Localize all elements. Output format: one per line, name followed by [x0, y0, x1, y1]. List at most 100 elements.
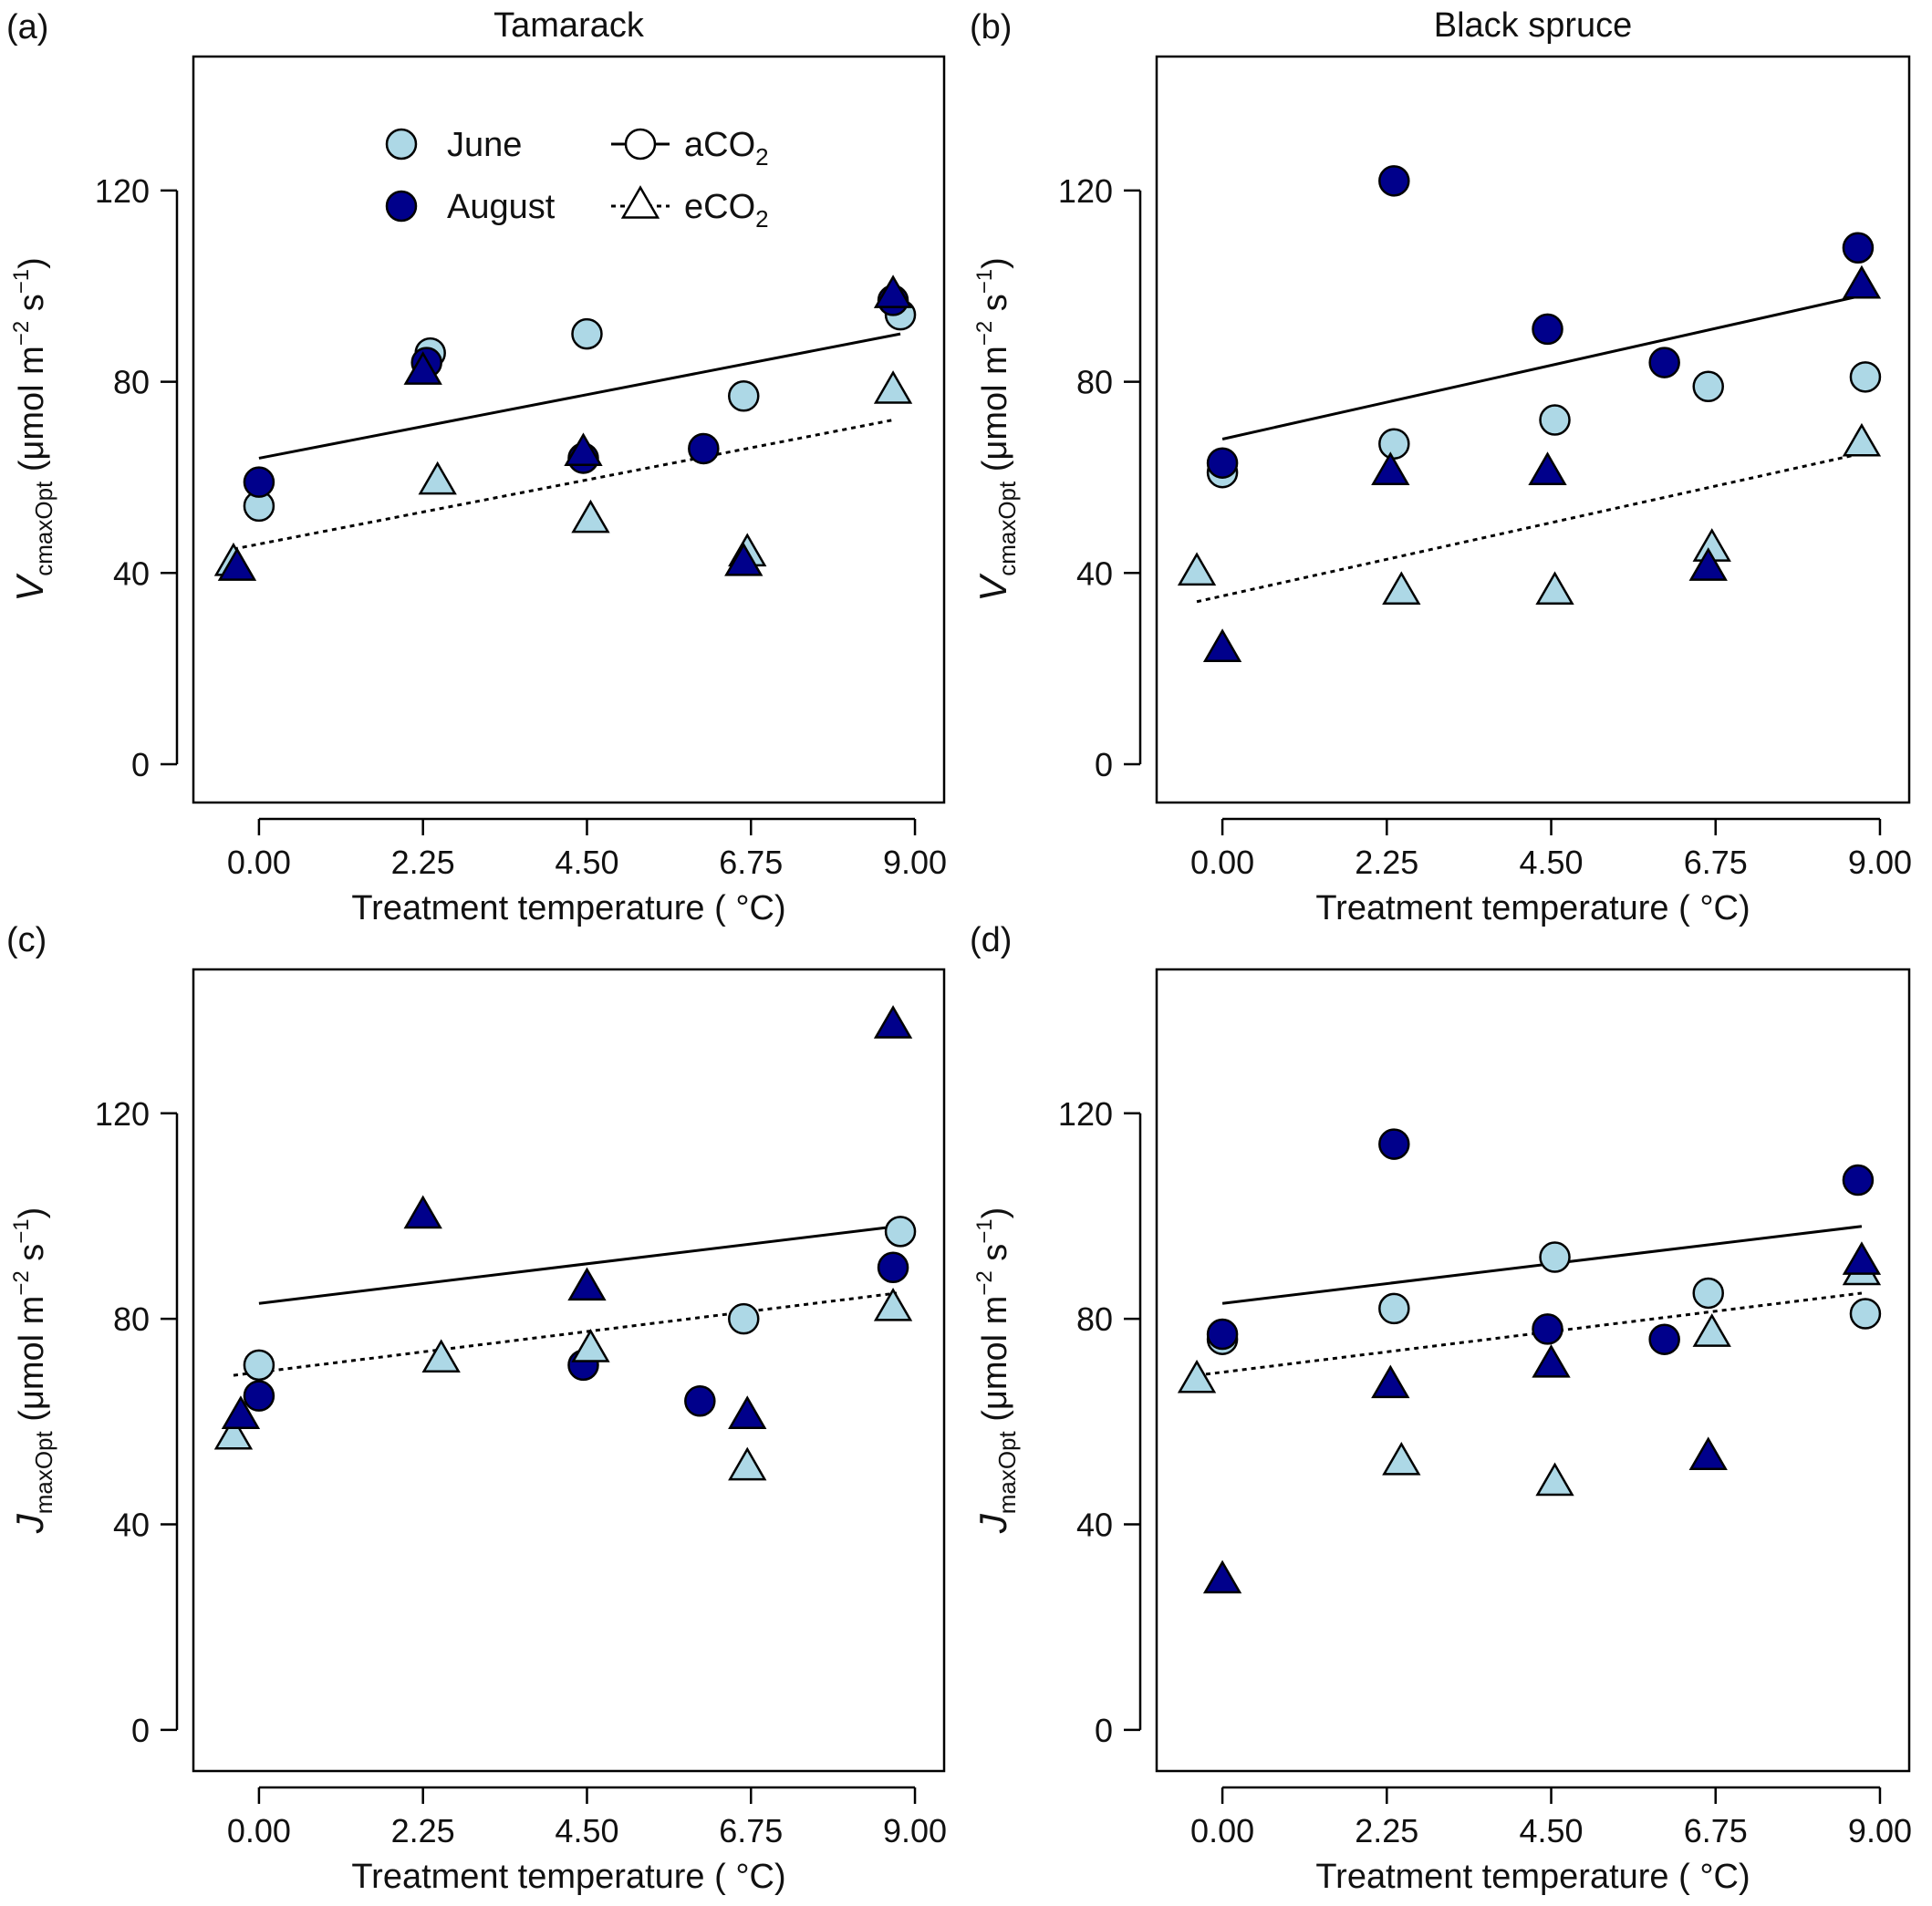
x-tick-label: 4.50: [555, 844, 618, 881]
june-aco2-point: [1539, 1241, 1571, 1273]
y-axis-label: JmaxOpt (μmol m−2 s−1): [8, 1207, 57, 1535]
august-eco2-point: [221, 1395, 261, 1429]
june-aco2-point: [571, 317, 603, 350]
june-aco2-point: [1539, 404, 1571, 436]
june-aco2-point: [884, 1216, 917, 1248]
y-tick-label: 120: [1058, 172, 1113, 210]
plot-frame: [192, 55, 946, 804]
x-tick-label: 4.50: [555, 1812, 618, 1849]
y-axis-label: JmaxOpt (μmol m−2 s−1): [971, 1207, 1021, 1535]
june-eco2-point: [418, 461, 457, 495]
panel-title: Tamarack: [493, 6, 645, 45]
x-tick-label: 6.75: [1684, 844, 1748, 881]
fit-line-aco2: [258, 332, 901, 460]
august-aco2-point: [1532, 313, 1563, 346]
panel-b: (b) Black spruce 0.00 2.25 4.50 6.75 9.00 Treat…: [970, 6, 1912, 927]
june-aco2-point: [1692, 370, 1724, 403]
fit-line-eco2: [1196, 451, 1863, 604]
august-aco2-point: [1648, 347, 1680, 378]
june-aco2-point: [1378, 428, 1410, 460]
y-tick-label: 40: [113, 1507, 150, 1544]
august-eco2-point: [567, 1267, 607, 1301]
x-tick-label: 9.00: [1848, 844, 1912, 881]
august-aco2-point: [243, 466, 275, 498]
plot-frame: [192, 968, 946, 1773]
august-eco2-point: [1202, 1559, 1242, 1594]
august-eco2-point: [217, 547, 257, 581]
x-tick-label: 0.00: [227, 1812, 291, 1849]
june-eco2-point: [1535, 571, 1574, 606]
legend-label-august: August: [447, 188, 556, 226]
august-aco2-point: [688, 432, 720, 465]
panel-label: (d): [970, 921, 1012, 959]
legend-marker-eco2: [620, 185, 660, 219]
x-tick-label: 9.00: [1848, 1812, 1912, 1849]
fit-line-aco2: [1221, 294, 1863, 440]
plot-frame: [1155, 968, 1911, 1773]
june-eco2-point: [728, 1446, 767, 1481]
legend: June August aCO2 eCO2: [385, 126, 769, 233]
x-tick-label: 4.50: [1519, 1812, 1583, 1849]
x-tick-label: 9.00: [883, 844, 947, 881]
august-aco2-point: [1378, 165, 1410, 197]
x-tick-label: 0.00: [1190, 844, 1254, 881]
y-tick-label: 40: [113, 554, 150, 592]
august-aco2-point: [1532, 1313, 1563, 1345]
x-tick-label: 6.75: [719, 844, 783, 881]
august-aco2-point: [243, 1380, 275, 1412]
y-tick-label: 0: [1095, 1712, 1113, 1749]
june-eco2-point: [1177, 1359, 1217, 1393]
y-tick-label: 80: [1076, 1300, 1113, 1338]
y-tick-label: 40: [1076, 1507, 1113, 1544]
august-eco2-point: [1202, 628, 1242, 662]
legend-label-aco2: aCO2: [684, 126, 769, 171]
x-tick-label: 0.00: [1190, 1812, 1254, 1849]
x-tick-label: 2.25: [1355, 1812, 1418, 1849]
legend-marker-august: [385, 190, 418, 223]
august-eco2-point: [728, 1395, 767, 1429]
x-tick-label: 2.25: [1355, 844, 1418, 881]
x-tick-label: 0.00: [227, 844, 291, 881]
legend-label-june: June: [447, 126, 522, 164]
june-eco2-point: [571, 1329, 610, 1362]
y-tick-label: 40: [1076, 554, 1113, 592]
y-tick-label: 0: [131, 746, 150, 783]
august-eco2-point: [1532, 1343, 1571, 1378]
fit-line-eco2: [1196, 1291, 1863, 1377]
june-aco2-point: [728, 380, 760, 412]
june-eco2-point: [1842, 422, 1882, 457]
x-tick-label: 9.00: [883, 1812, 947, 1849]
x-tick-label: 2.25: [391, 1812, 455, 1849]
august-aco2-point: [1206, 447, 1239, 479]
august-eco2-point: [1842, 1241, 1882, 1275]
august-eco2-point: [403, 1195, 442, 1229]
august-eco2-point: [1371, 1364, 1410, 1399]
legend-marker-aco2: [624, 128, 657, 161]
august-eco2-point: [873, 275, 913, 308]
august-aco2-point: [877, 1251, 909, 1284]
june-eco2-point: [1382, 1442, 1421, 1476]
august-eco2-point: [1842, 264, 1882, 299]
august-eco2-point: [724, 542, 763, 576]
y-tick-label: 80: [1076, 364, 1113, 401]
x-tick-label: 4.50: [1519, 844, 1583, 881]
august-eco2-point: [564, 432, 603, 466]
august-eco2-point: [873, 1005, 913, 1039]
panel-label: (a): [6, 8, 48, 47]
x-axis-label: Treatment temperature ( °C): [351, 1858, 785, 1896]
august-eco2-point: [1688, 1436, 1728, 1471]
y-axis-label: VcmaxOpt (μmol m−2 s−1): [8, 257, 57, 602]
fit-line-eco2: [233, 1291, 898, 1377]
y-tick-label: 120: [95, 1095, 150, 1133]
panel-label: (b): [970, 8, 1012, 47]
august-eco2-point: [403, 351, 442, 385]
y-tick-label: 120: [1058, 1095, 1113, 1133]
june-aco2-point: [1849, 1298, 1882, 1330]
panel-c: (c) 0.00 2.25 4.50 6.75 9.00 Treatment tempera…: [6, 921, 947, 1896]
august-eco2-point: [1371, 451, 1410, 485]
x-axis-label: Treatment temperature ( °C): [1315, 889, 1750, 927]
x-tick-label: 6.75: [1684, 1812, 1748, 1849]
x-axis-label: Treatment temperature ( °C): [351, 889, 785, 927]
june-eco2-point: [1177, 552, 1217, 586]
